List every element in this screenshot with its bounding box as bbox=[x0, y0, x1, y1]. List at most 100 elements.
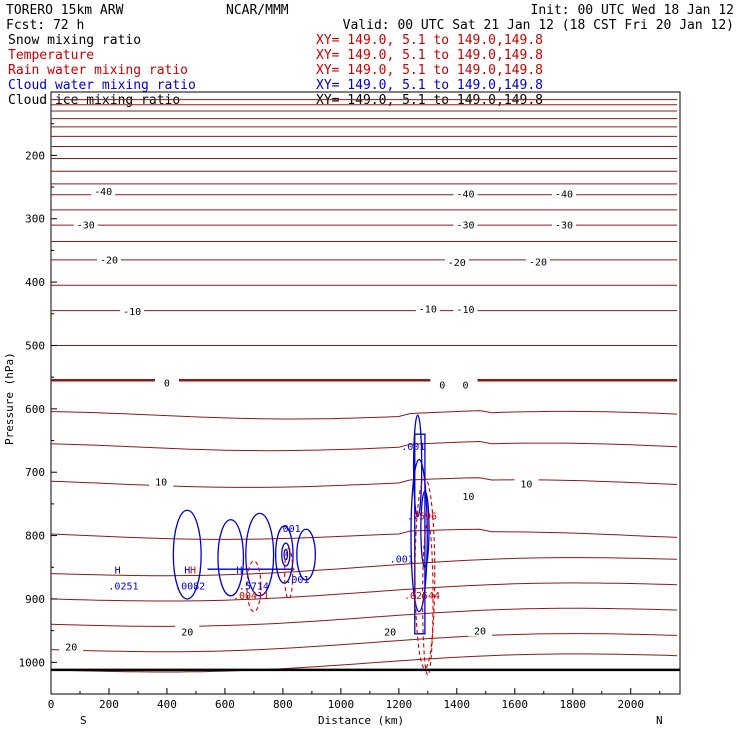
x-tick-label: 400 bbox=[157, 698, 177, 711]
temperature-label-bg bbox=[59, 640, 84, 653]
cloud-water-contour bbox=[245, 512, 275, 597]
temperature-contours bbox=[50, 99, 678, 673]
legend-cloud-water: Cloud water mixing ratio bbox=[8, 78, 196, 93]
contour-labels: -40 -40 -40 -30 -30 -30 -20 -20 -20 -10 -10 -10 0 0 0 1… bbox=[59, 185, 577, 654]
temperature-label-bg bbox=[149, 475, 174, 488]
cloud-water-label: .001 bbox=[285, 575, 309, 586]
x-tick-label: 200 bbox=[99, 698, 119, 711]
x-end-left: S bbox=[80, 714, 87, 727]
y-tick-label: 300 bbox=[25, 213, 45, 226]
temperature-label-bg bbox=[453, 187, 478, 200]
rain-contour bbox=[284, 547, 294, 600]
x-end-right: N bbox=[656, 714, 663, 727]
legend-cloud-ice-xy: XY= 149.0, 5.1 to 149.0,149.8 bbox=[316, 93, 543, 108]
legend-rain: Rain water mixing ratio bbox=[8, 63, 188, 78]
temperature-contour-line bbox=[50, 477, 678, 488]
cloud-water-label: .0251 bbox=[108, 581, 138, 592]
temperature-label: -40 bbox=[94, 187, 112, 198]
x-tick-label: 0 bbox=[48, 698, 55, 711]
temperature-label: -20 bbox=[448, 258, 466, 269]
model-title: TORERO 15km ARW bbox=[6, 3, 124, 18]
temperature-label: -20 bbox=[529, 257, 547, 268]
cloud-water-contour bbox=[172, 509, 202, 600]
temperature-label: -30 bbox=[456, 221, 474, 232]
legend-cloud-water-xy: XY= 149.0, 5.1 to 149.0,149.8 bbox=[316, 78, 543, 93]
rain-contour bbox=[246, 560, 262, 613]
x-tick-label: 1600 bbox=[502, 698, 529, 711]
legend-snow: Snow mixing ratio bbox=[8, 33, 141, 48]
temperature-label-bg bbox=[415, 302, 440, 315]
temperature-label-bg bbox=[453, 302, 478, 315]
y-tick-label: 800 bbox=[25, 530, 45, 543]
x-tick-label: 800 bbox=[273, 698, 293, 711]
cloud-water-label: H bbox=[115, 565, 121, 576]
temperature-label: 10 bbox=[155, 477, 167, 488]
cloud-water-contour bbox=[281, 542, 291, 567]
x-axis-label: Distance (km) bbox=[318, 714, 404, 727]
x-tick-label: 600 bbox=[215, 698, 235, 711]
legend-cloud-ice: Cloud ice mixing ratio bbox=[8, 93, 180, 108]
rain-label: .02544 bbox=[404, 591, 440, 602]
y-tick-label: 600 bbox=[25, 403, 45, 416]
temperature-label: -20 bbox=[100, 256, 118, 267]
forecast-hour: Fcst: 72 h bbox=[6, 18, 84, 33]
temperature-label: 20 bbox=[384, 628, 396, 639]
legend-temperature-xy: XY= 149.0, 5.1 to 149.0,149.8 bbox=[316, 48, 543, 63]
cloud-water-contour bbox=[217, 519, 245, 597]
temperature-label: 20 bbox=[181, 628, 193, 639]
temperature-label: 0 bbox=[462, 380, 468, 391]
init-time: Init: 00 UTC Wed 18 Jan 12 bbox=[531, 3, 735, 18]
cloud-water-label: .001 bbox=[401, 442, 425, 453]
temperature-contour-line bbox=[50, 528, 678, 540]
temperature-contour-line bbox=[50, 410, 678, 420]
temperature-label-bg bbox=[96, 253, 121, 266]
temperature-label-bg bbox=[552, 218, 577, 231]
temperature-label: -40 bbox=[555, 190, 573, 201]
temperature-label-bg bbox=[378, 625, 403, 638]
rain-contours bbox=[246, 477, 436, 676]
temperature-label: 10 bbox=[520, 479, 532, 490]
rain-label: .7596 bbox=[407, 512, 437, 523]
x-axis: 0 200 400 600 800 1000 1200 1400 1600 1800 2000 bbox=[48, 688, 661, 711]
y-tick-label: 500 bbox=[25, 339, 45, 352]
y-tick-label: 1000 bbox=[19, 656, 46, 669]
temperature-label: -30 bbox=[77, 221, 95, 232]
cloud-water-label: .001 bbox=[277, 524, 301, 535]
y-tick-label: 700 bbox=[25, 466, 45, 479]
cloud-water-label: H bbox=[236, 565, 242, 576]
temperature-label: 0 bbox=[164, 378, 170, 389]
y-axis: 200 300 400 500 600 700 800 900 1000 bbox=[19, 123, 57, 669]
temperature-contour-line bbox=[50, 440, 678, 452]
cloud-water-label: .0082 bbox=[175, 581, 205, 592]
cloud-water-contour bbox=[410, 458, 428, 613]
y-tick-label: 400 bbox=[25, 276, 45, 289]
temperature-label-bg bbox=[120, 304, 145, 317]
cloud-water-label: .5714 bbox=[239, 581, 269, 592]
temperature-label-bg bbox=[430, 378, 455, 391]
x-tick-label: 1400 bbox=[444, 698, 471, 711]
legend-rain-xy: XY= 149.0, 5.1 to 149.0,149.8 bbox=[316, 63, 543, 78]
temperature-label-bg bbox=[453, 378, 478, 391]
temperature-label-bg bbox=[453, 218, 478, 231]
cloud-water-contour bbox=[296, 528, 317, 581]
rain-contour bbox=[414, 477, 436, 670]
legend-snow-xy: XY= 149.0, 5.1 to 149.0,149.8 bbox=[316, 33, 543, 48]
temperature-label-bg bbox=[525, 255, 550, 268]
temperature-label: -40 bbox=[456, 190, 474, 201]
y-tick-label: 200 bbox=[25, 149, 45, 162]
rain-label: H bbox=[190, 565, 196, 576]
cloud-water-label: .001 bbox=[390, 555, 414, 566]
temperature-contour-line bbox=[50, 557, 678, 577]
temperature-label-bg bbox=[514, 477, 539, 490]
temperature-label: 10 bbox=[462, 492, 474, 503]
temperature-label-bg bbox=[444, 256, 469, 269]
cloud-water-contour bbox=[412, 414, 423, 518]
temperature-label: 20 bbox=[65, 643, 77, 654]
temperature-label: -10 bbox=[419, 304, 437, 315]
plot-frame bbox=[50, 91, 681, 695]
cloud-water-contours bbox=[172, 414, 430, 635]
temperature-label-bg bbox=[175, 625, 200, 638]
temperature-contour-line bbox=[50, 582, 678, 602]
temperature-label: 20 bbox=[474, 626, 486, 637]
x-tick-label: 1200 bbox=[386, 698, 413, 711]
